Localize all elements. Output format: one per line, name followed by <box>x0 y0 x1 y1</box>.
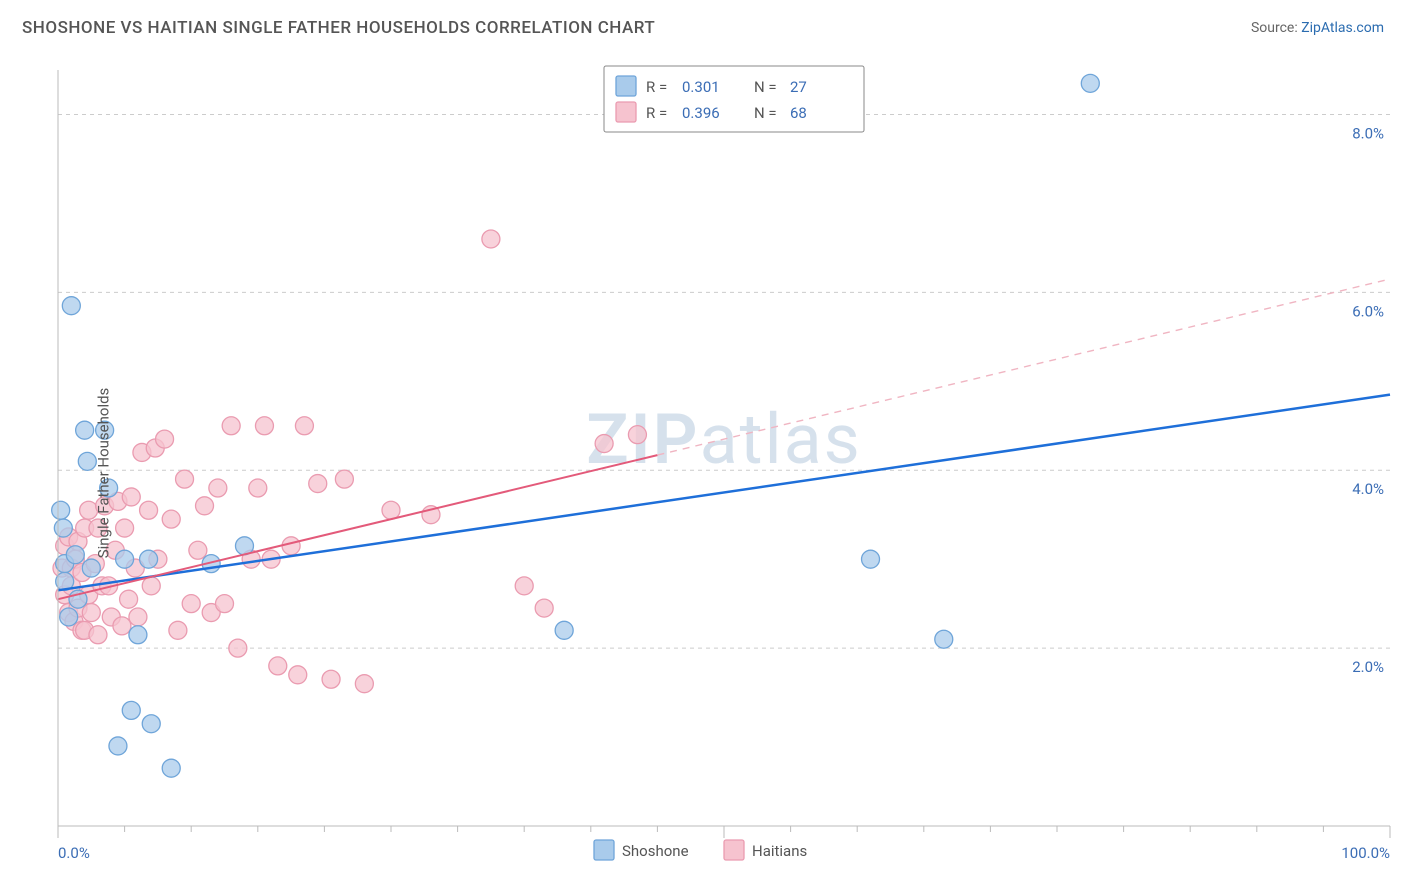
data-point <box>255 417 273 435</box>
svg-text:100.0%: 100.0% <box>1341 844 1390 862</box>
data-point <box>116 519 134 537</box>
source-link[interactable]: ZipAtlas.com <box>1301 20 1384 36</box>
svg-text:R =: R = <box>646 104 667 122</box>
data-point <box>62 297 80 315</box>
data-point <box>555 621 573 639</box>
data-point <box>82 604 100 622</box>
data-point <box>52 501 70 519</box>
data-point <box>595 435 613 453</box>
svg-text:27: 27 <box>790 78 807 96</box>
svg-text:N =: N = <box>754 104 777 122</box>
legend-swatch <box>616 102 636 122</box>
legend-stats <box>604 66 864 132</box>
svg-text:ZIPatlas: ZIPatlas <box>586 399 862 481</box>
svg-text:8.0%: 8.0% <box>1352 124 1384 142</box>
data-point <box>129 626 147 644</box>
data-point <box>355 675 373 693</box>
data-point <box>295 417 313 435</box>
legend-swatch <box>616 76 636 96</box>
data-point <box>189 541 207 559</box>
data-point <box>176 470 194 488</box>
data-point <box>482 230 500 248</box>
data-point <box>209 479 227 497</box>
svg-text:68: 68 <box>790 104 807 122</box>
data-point <box>862 550 880 568</box>
data-point <box>196 497 214 515</box>
data-point <box>309 475 327 493</box>
data-point <box>222 417 240 435</box>
svg-text:0.0%: 0.0% <box>58 844 90 862</box>
data-point <box>269 657 287 675</box>
y-axis-label: Single Father Households <box>94 388 112 559</box>
svg-text:6.0%: 6.0% <box>1352 302 1384 320</box>
svg-text:N =: N = <box>754 78 777 96</box>
svg-text:0.396: 0.396 <box>682 104 720 122</box>
legend-swatch <box>594 840 614 860</box>
chart-container: Single Father Households ZIPatlas 0.0% 100… <box>0 54 1406 892</box>
data-point <box>89 626 107 644</box>
data-point <box>216 595 234 613</box>
data-point <box>1081 74 1099 92</box>
data-point <box>335 470 353 488</box>
data-point <box>140 550 158 568</box>
data-point <box>109 737 127 755</box>
data-point <box>535 599 553 617</box>
data-point <box>169 621 187 639</box>
data-point <box>116 550 134 568</box>
data-point <box>113 617 131 635</box>
chart-header: SHOSHONE VS HAITIAN SINGLE FATHER HOUSEH… <box>0 0 1406 48</box>
data-point <box>76 421 94 439</box>
data-point <box>628 426 646 444</box>
data-point <box>515 577 533 595</box>
data-point <box>162 510 180 528</box>
data-point <box>162 759 180 777</box>
data-point <box>66 546 84 564</box>
data-point <box>156 430 174 448</box>
legend-swatch <box>724 840 744 860</box>
data-point <box>140 501 158 519</box>
svg-text:0.301: 0.301 <box>682 78 720 96</box>
chart-title: SHOSHONE VS HAITIAN SINGLE FATHER HOUSEH… <box>22 18 655 38</box>
svg-text:R =: R = <box>646 78 667 96</box>
chart-source: Source: ZipAtlas.com <box>1251 20 1384 36</box>
data-point <box>129 608 147 626</box>
data-point <box>122 701 140 719</box>
svg-text:4.0%: 4.0% <box>1352 480 1384 498</box>
data-point <box>935 630 953 648</box>
data-point <box>142 715 160 733</box>
data-point <box>122 488 140 506</box>
data-point <box>322 670 340 688</box>
data-point <box>182 595 200 613</box>
scatter-chart: ZIPatlas 0.0% 100.0% 2.0% 4.0% 6.0% 8.0% R = 0.… <box>0 54 1406 892</box>
data-point <box>229 639 247 657</box>
data-point <box>82 559 100 577</box>
svg-text:Haitians: Haitians <box>752 842 807 860</box>
data-point <box>120 590 138 608</box>
data-point <box>54 519 72 537</box>
data-point <box>142 577 160 595</box>
source-label: Source: <box>1251 20 1301 36</box>
svg-text:2.0%: 2.0% <box>1352 658 1384 676</box>
data-point <box>60 608 78 626</box>
data-point <box>282 537 300 555</box>
svg-text:Shoshone: Shoshone <box>622 842 689 860</box>
data-point <box>382 501 400 519</box>
data-point <box>249 479 267 497</box>
data-point <box>289 666 307 684</box>
